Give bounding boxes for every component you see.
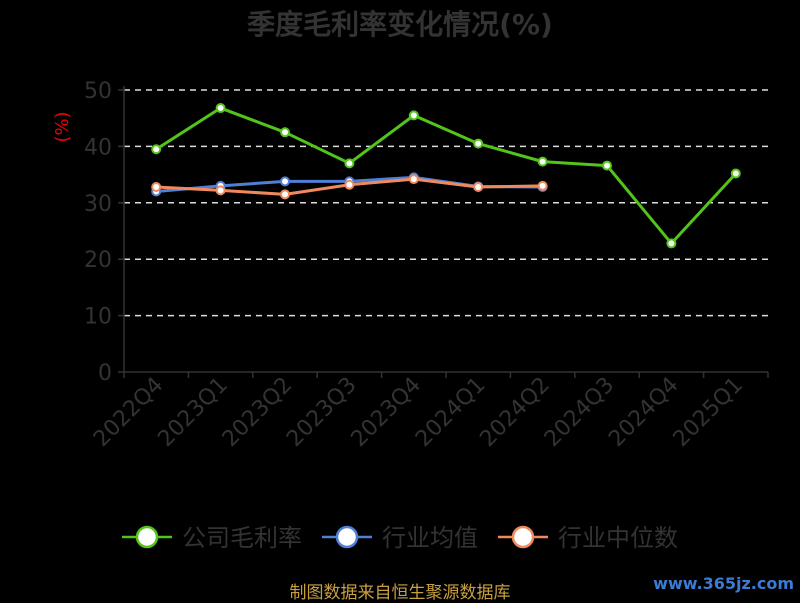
x-tick-labels: 2022Q42023Q12023Q22023Q32023Q42024Q12024… [89, 372, 769, 452]
data-point[interactable] [280, 189, 290, 200]
x-tick-label: 2023Q2 [218, 373, 297, 452]
data-source-note: 制图数据来自恒生聚源数据库 [289, 583, 511, 603]
x-tick-label: 2024Q3 [540, 373, 619, 452]
x-tick-label: 2024Q1 [411, 373, 490, 452]
legend-item-2[interactable]: 行业中位数 [498, 524, 678, 552]
y-tick-label: 40 [84, 135, 112, 160]
y-tick-label: 0 [98, 361, 112, 386]
data-point[interactable] [344, 158, 355, 169]
data-point[interactable] [537, 180, 548, 191]
data-point[interactable] [473, 138, 484, 149]
data-point[interactable] [408, 174, 419, 185]
y-tick-label: 20 [84, 248, 112, 273]
legend-marker [511, 525, 535, 549]
watermark: www.365jz.com [653, 574, 794, 593]
data-point[interactable] [280, 176, 290, 187]
x-tick-label: 2024Q2 [475, 373, 554, 452]
legend-marker [135, 525, 159, 549]
series-2 [151, 174, 548, 200]
x-tick-label: 2023Q1 [153, 373, 232, 452]
x-tick-label: 2024Q4 [604, 373, 683, 452]
data-point[interactable] [344, 179, 355, 190]
y-tick-label: 10 [84, 305, 112, 330]
data-point[interactable] [666, 238, 677, 249]
data-point[interactable] [602, 160, 612, 171]
series-group [151, 103, 741, 249]
data-point[interactable] [473, 182, 484, 193]
data-point[interactable] [408, 110, 419, 121]
series-line [155, 106, 737, 245]
legend-marker [335, 525, 359, 549]
data-point[interactable] [730, 168, 741, 179]
data-point[interactable] [537, 156, 548, 167]
data-point[interactable] [280, 127, 290, 138]
legend-label: 行业中位数 [558, 524, 678, 552]
legend-label: 公司毛利率 [182, 524, 302, 552]
legend-item-0[interactable]: 公司毛利率 [122, 524, 302, 552]
y-tick-label: 30 [84, 192, 112, 217]
series-0 [151, 103, 741, 249]
y-tick-label: 50 [84, 79, 112, 104]
chart-title: 季度毛利率变化情况(%) [247, 8, 553, 41]
grid-lines [124, 89, 768, 317]
x-tick-label: 2023Q3 [282, 373, 361, 452]
data-point[interactable] [151, 182, 162, 193]
legend-label: 行业均值 [382, 524, 478, 552]
data-point[interactable] [151, 144, 162, 155]
x-tick-label: 2025Q1 [669, 373, 748, 452]
y-axis-unit: (%) [52, 111, 73, 142]
legend[interactable]: 公司毛利率 行业均值 行业中位数 [122, 524, 678, 552]
data-point[interactable] [215, 103, 226, 114]
x-tick-label: 2023Q4 [347, 373, 426, 452]
y-tick-labels: 0 10 20 30 40 50 [84, 79, 124, 386]
legend-item-1[interactable]: 行业均值 [322, 524, 478, 552]
data-point[interactable] [215, 185, 226, 196]
